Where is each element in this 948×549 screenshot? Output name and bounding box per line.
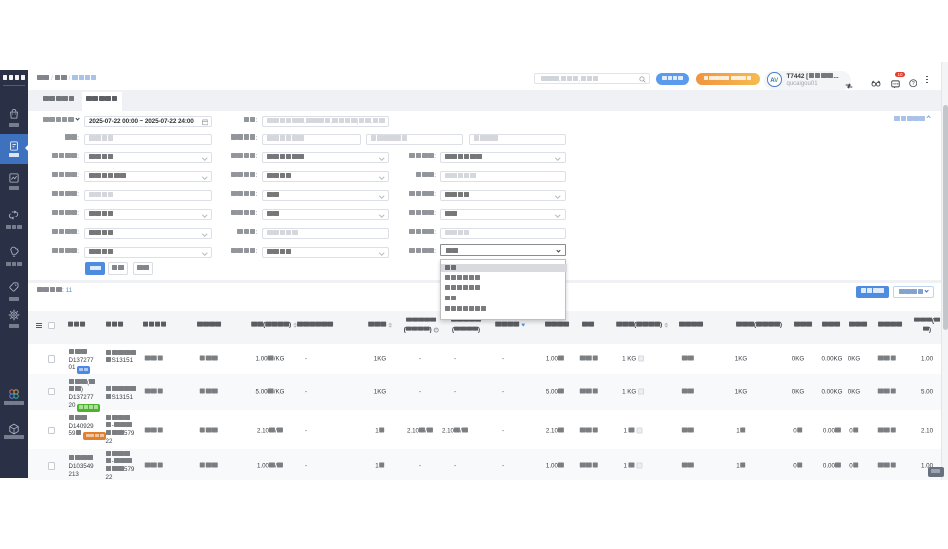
- svg-text:?: ?: [911, 81, 914, 87]
- svg-text:A: A: [770, 77, 775, 84]
- svg-text:V: V: [774, 77, 779, 84]
